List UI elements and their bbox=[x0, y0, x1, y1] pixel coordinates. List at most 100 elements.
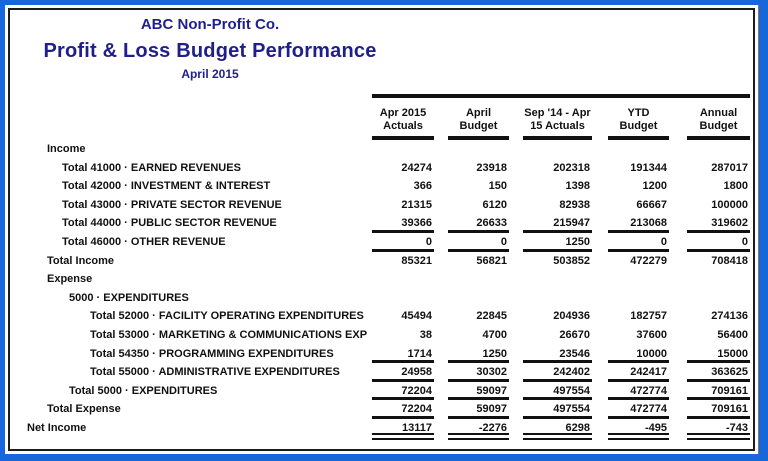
value-cell: 1200 bbox=[642, 180, 667, 193]
value-cell: 37600 bbox=[636, 328, 667, 341]
column-header: YTD Budget bbox=[608, 98, 669, 140]
value-cell: 503852 bbox=[553, 254, 590, 267]
value-cell: 72204 bbox=[372, 400, 434, 419]
row-label: Total Income bbox=[47, 254, 115, 267]
column-header-line1: YTD bbox=[627, 107, 650, 119]
row-label: Total 55000 · ADMINISTRATIVE EXPENDITURE… bbox=[90, 366, 340, 379]
value-cell: 24274 bbox=[401, 161, 432, 174]
column-header-line2: Budget bbox=[699, 120, 738, 132]
row-label: Total Expense bbox=[47, 403, 121, 416]
value-cell: 0 bbox=[687, 233, 750, 252]
header-top-rule bbox=[372, 94, 750, 98]
value-cell: 45494 bbox=[401, 310, 432, 323]
value-cell: 59097 bbox=[448, 382, 509, 401]
value-cell: 30302 bbox=[448, 363, 509, 382]
value-cell: 59097 bbox=[448, 400, 509, 419]
column-header: April Budget bbox=[448, 98, 509, 140]
value-cell: 0 bbox=[448, 233, 509, 252]
value-cell: 1714 bbox=[372, 345, 434, 364]
value-cell: 21315 bbox=[401, 198, 432, 211]
value-cell: -743 bbox=[687, 419, 750, 440]
value-cell: 26670 bbox=[559, 328, 590, 341]
value-cell: 72204 bbox=[372, 382, 434, 401]
column-header-line2: Budget bbox=[459, 120, 498, 132]
row-label: Total 53000 · MARKETING & COMMUNICATIONS… bbox=[90, 328, 368, 341]
value-cell: 708418 bbox=[711, 254, 748, 267]
value-cell: 39366 bbox=[372, 214, 434, 233]
column-header-line1: April bbox=[465, 107, 492, 119]
value-cell: 15000 bbox=[687, 345, 750, 364]
value-cell: 56821 bbox=[476, 254, 507, 267]
row-label: Expense bbox=[47, 273, 93, 286]
value-cell: 497554 bbox=[523, 382, 592, 401]
value-cell: 85321 bbox=[401, 254, 432, 267]
value-cell: 6298 bbox=[523, 419, 592, 440]
value-cell: 150 bbox=[488, 180, 507, 193]
value-cell: 319602 bbox=[687, 214, 750, 233]
value-cell: 182757 bbox=[630, 310, 667, 323]
report-grid: Apr 2015 Actuals April Budget Sep '14 - Apr 1… bbox=[10, 94, 753, 440]
value-cell: 13117 bbox=[372, 419, 434, 440]
value-cell: 22845 bbox=[476, 310, 507, 323]
value-cell: 472279 bbox=[630, 254, 667, 267]
white-matte: ABC Non-Profit Co. Profit & Loss Budget … bbox=[5, 5, 759, 454]
value-cell: 0 bbox=[608, 233, 669, 252]
row-label: Total 54350 · PROGRAMMING EXPENDITURES bbox=[90, 347, 334, 360]
company-name: ABC Non-Profit Co. bbox=[140, 16, 280, 33]
column-header-line2: Actuals bbox=[383, 120, 423, 132]
value-cell: 213068 bbox=[608, 214, 669, 233]
value-cell: 6120 bbox=[482, 198, 507, 211]
row-label: Total 43000 · PRIVATE SECTOR REVENUE bbox=[62, 198, 282, 211]
value-cell: 1800 bbox=[723, 180, 748, 193]
value-cell: 1250 bbox=[448, 345, 509, 364]
column-header: Apr 2015 Actuals bbox=[372, 98, 434, 140]
value-cell: 215947 bbox=[523, 214, 592, 233]
row-label: 5000 · EXPENDITURES bbox=[69, 291, 189, 304]
row-label: Net Income bbox=[27, 421, 87, 434]
row-label: Total 52000 · FACILITY OPERATING EXPENDI… bbox=[90, 310, 364, 323]
row-label: Total 5000 · EXPENDITURES bbox=[69, 384, 218, 397]
value-cell: 274136 bbox=[711, 310, 748, 323]
value-cell: 24958 bbox=[372, 363, 434, 382]
value-cell: 242417 bbox=[608, 363, 669, 382]
value-cell: 1398 bbox=[565, 180, 590, 193]
column-header-line1: Sep '14 - Apr bbox=[524, 107, 591, 119]
value-cell: 66667 bbox=[636, 198, 667, 211]
value-cell: -2276 bbox=[448, 419, 509, 440]
value-cell: 204936 bbox=[553, 310, 590, 323]
value-cell: 242402 bbox=[523, 363, 592, 382]
report-header: ABC Non-Profit Co. Profit & Loss Budget … bbox=[10, 10, 410, 82]
report-title: Profit & Loss Budget Performance bbox=[43, 40, 377, 62]
value-cell: 472774 bbox=[608, 382, 669, 401]
row-label: Total 44000 · PUBLIC SECTOR REVENUE bbox=[62, 217, 277, 230]
value-cell: 23918 bbox=[476, 161, 507, 174]
value-cell: 497554 bbox=[523, 400, 592, 419]
value-cell: 709161 bbox=[687, 382, 750, 401]
row-label: Income bbox=[47, 143, 86, 155]
row-label: Total 42000 · INVESTMENT & INTEREST bbox=[62, 180, 271, 193]
value-cell: 100000 bbox=[711, 198, 748, 211]
row-label: Total 41000 · EARNED REVENUES bbox=[62, 161, 241, 174]
column-header-line2: 15 Actuals bbox=[530, 120, 585, 132]
value-cell: 366 bbox=[413, 180, 432, 193]
value-cell: 363625 bbox=[687, 363, 750, 382]
column-header: Annual Budget bbox=[687, 98, 750, 140]
column-header-line1: Annual bbox=[699, 107, 738, 119]
value-cell: 0 bbox=[372, 233, 434, 252]
row-label: Total 46000 · OTHER REVENUE bbox=[62, 235, 226, 248]
value-cell: 38 bbox=[419, 328, 432, 341]
column-header: Sep '14 - Apr 15 Actuals bbox=[523, 98, 592, 140]
report-period: April 2015 bbox=[181, 67, 239, 81]
value-cell: -495 bbox=[608, 419, 669, 440]
column-header-line1: Apr 2015 bbox=[379, 107, 427, 119]
value-cell: 82938 bbox=[559, 198, 590, 211]
value-cell: 4700 bbox=[482, 328, 507, 341]
value-cell: 287017 bbox=[711, 161, 748, 174]
column-header-line2: Budget bbox=[619, 120, 658, 132]
value-cell: 709161 bbox=[687, 400, 750, 419]
value-cell: 56400 bbox=[717, 328, 748, 341]
value-cell: 472774 bbox=[608, 400, 669, 419]
report-panel: ABC Non-Profit Co. Profit & Loss Budget … bbox=[8, 8, 755, 451]
value-cell: 1250 bbox=[523, 233, 592, 252]
